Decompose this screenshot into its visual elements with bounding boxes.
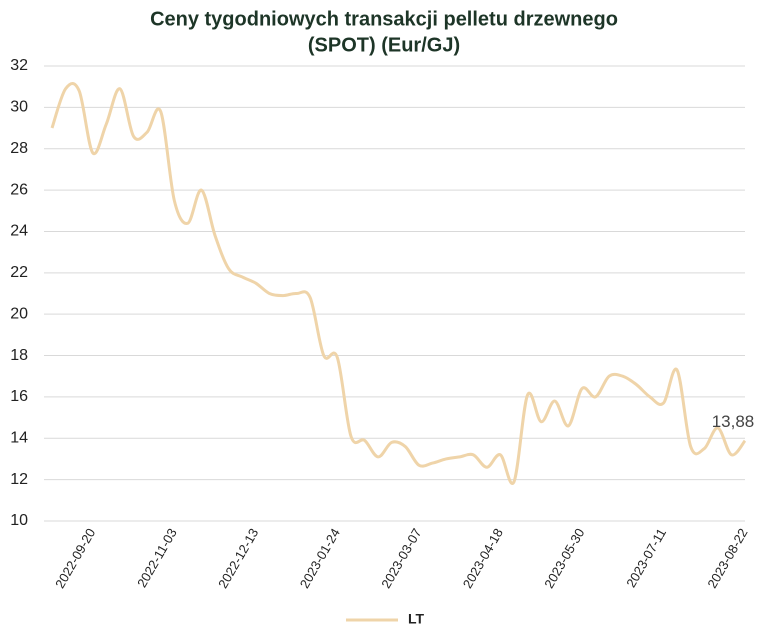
legend-label: LT <box>408 611 425 627</box>
x-tick-label: 2022-09-20 <box>52 526 98 591</box>
y-tick-label: 20 <box>10 305 28 322</box>
x-tick-label: 2022-11-03 <box>134 526 180 590</box>
x-tick-label: 2023-08-22 <box>704 526 750 591</box>
x-tick-label: 2023-04-18 <box>460 526 506 591</box>
y-tick-label: 30 <box>10 99 28 116</box>
data-label: 13,88 <box>712 412 755 431</box>
y-tick-label: 16 <box>10 388 28 405</box>
line <box>50 81 747 486</box>
y-tick-label: 32 <box>10 57 28 74</box>
y-tick-label: 28 <box>10 140 28 157</box>
x-tick-label: 2023-07-11 <box>623 526 669 590</box>
y-tick-label: 18 <box>10 347 28 364</box>
y-tick-label: 22 <box>10 264 28 281</box>
x-tick-label: 2022-12-13 <box>215 526 261 591</box>
x-tick-label: 2023-05-30 <box>541 526 587 591</box>
chart-title: (SPOT) (Eur/GJ) <box>308 34 460 56</box>
x-tick-label: 2023-01-24 <box>297 526 343 591</box>
y-tick-label: 26 <box>10 181 28 198</box>
chart-title: Ceny tygodniowych transakcji pelletu drz… <box>150 8 618 30</box>
x-tick-label: 2023-03-07 <box>378 526 424 591</box>
y-tick-label: 14 <box>10 429 28 446</box>
y-tick-label: 24 <box>10 223 28 240</box>
y-tick-label: 12 <box>10 471 28 488</box>
y-tick-label: 10 <box>10 512 28 529</box>
